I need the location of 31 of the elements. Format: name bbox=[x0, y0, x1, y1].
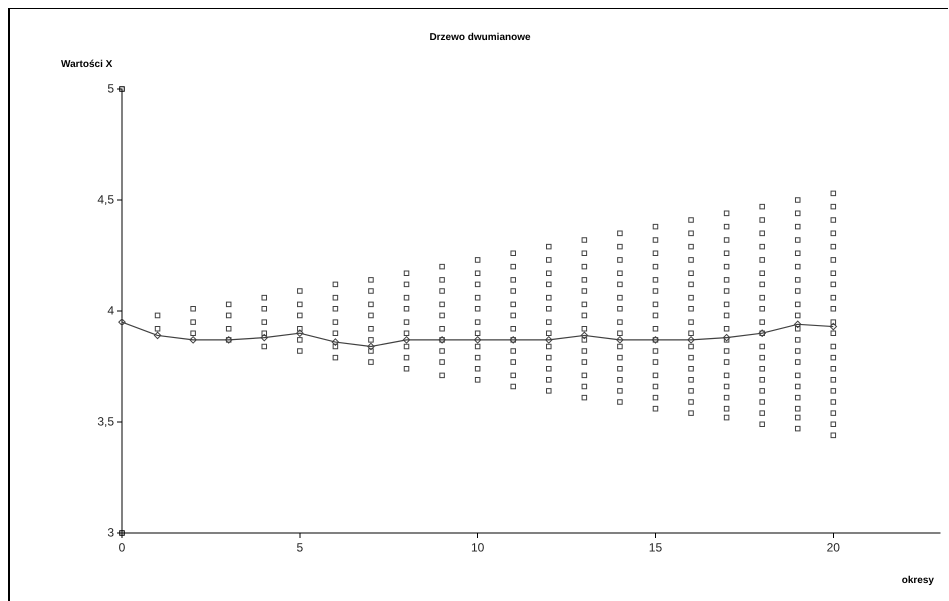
y-tick-label: 3,5 bbox=[97, 414, 114, 428]
point bbox=[296, 330, 304, 337]
point bbox=[830, 322, 838, 330]
point bbox=[474, 336, 482, 344]
point bbox=[119, 86, 125, 92]
point bbox=[794, 320, 802, 328]
point bbox=[367, 342, 375, 350]
x-tick-label: 10 bbox=[470, 540, 485, 555]
y-tick-label: 3 bbox=[107, 525, 114, 540]
point bbox=[687, 336, 695, 344]
point bbox=[722, 334, 730, 342]
x-tick-label: 15 bbox=[648, 540, 662, 555]
point bbox=[154, 332, 162, 340]
point bbox=[189, 336, 197, 344]
x-axis-title: okresy bbox=[902, 574, 934, 586]
point bbox=[616, 336, 624, 344]
point bbox=[118, 318, 126, 326]
x-tick-label: 0 bbox=[118, 540, 126, 555]
point bbox=[402, 336, 410, 344]
y-axis-title: Wartości X bbox=[61, 58, 113, 70]
point bbox=[119, 530, 125, 536]
point bbox=[332, 338, 340, 346]
x-tick-label: 20 bbox=[826, 540, 840, 555]
point bbox=[545, 336, 552, 344]
x-tick-label: 5 bbox=[296, 540, 304, 555]
y-tick-label: 5 bbox=[107, 81, 114, 96]
point bbox=[260, 334, 268, 342]
chart-title: Drzewo dwumianowe bbox=[429, 32, 531, 43]
y-tick-label: 4,5 bbox=[97, 192, 114, 206]
point bbox=[580, 332, 588, 340]
y-tick-label: 4 bbox=[107, 303, 114, 318]
